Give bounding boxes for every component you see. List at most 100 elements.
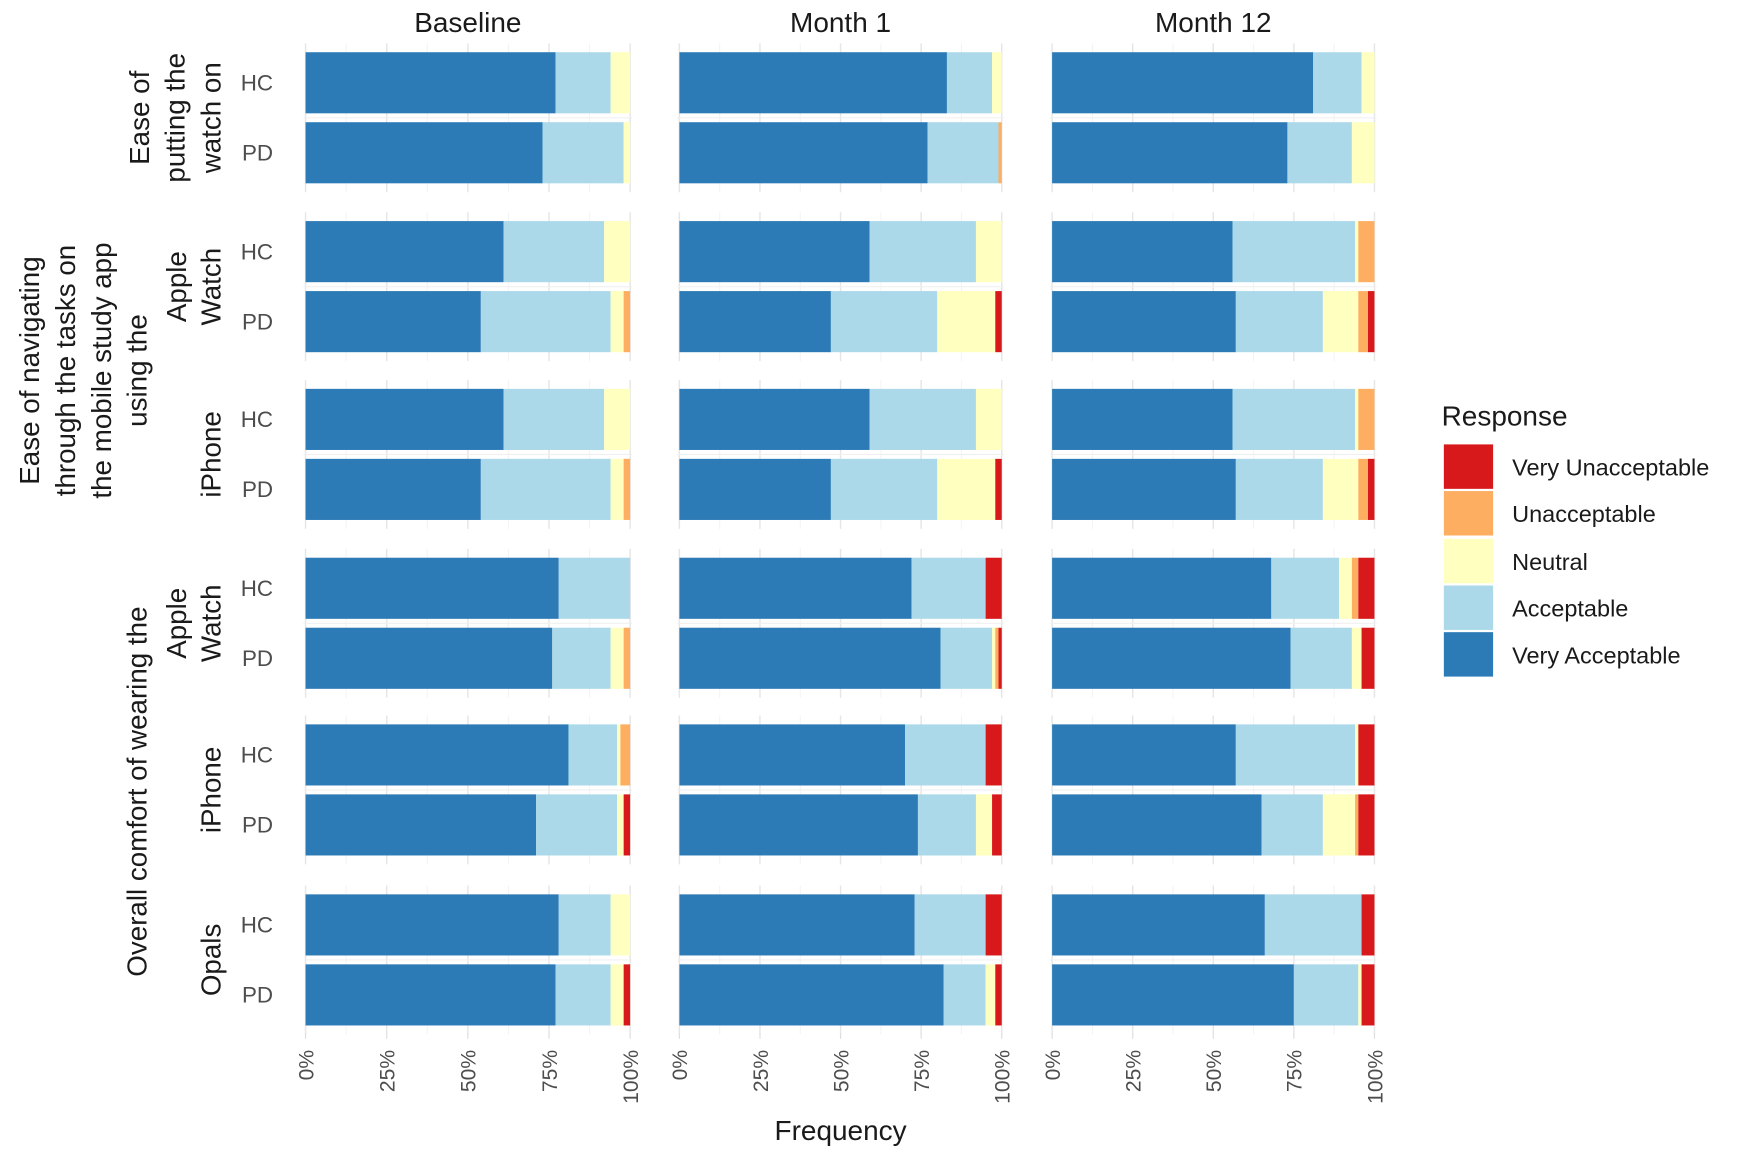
- group-strip-label: through the tasks on: [50, 245, 81, 497]
- group-strip-label: Overall comfort of wearing the: [122, 606, 153, 976]
- bar-segment-very-acceptable: [679, 627, 941, 689]
- legend-label: Very Unacceptable: [1512, 455, 1709, 481]
- bar-segment-very-unacceptable: [623, 964, 631, 1026]
- group-strip-label: the mobile study app: [86, 242, 117, 498]
- bar-segment-acceptable: [1235, 458, 1323, 520]
- x-tick-label: 50%: [830, 1050, 853, 1092]
- group-strip-label: using the: [122, 314, 153, 427]
- bar-segment-very-acceptable: [305, 52, 556, 114]
- bar-segment-neutral: [604, 221, 631, 283]
- device-strip-label: Apple: [161, 251, 192, 322]
- bar-segment-acceptable: [830, 458, 938, 520]
- subject-label: PD: [242, 646, 273, 671]
- bar-segment-acceptable: [503, 221, 605, 283]
- bar-segment-very-acceptable: [1052, 894, 1265, 956]
- bar-segment-very-acceptable: [1052, 794, 1262, 856]
- bar-segment-very-unacceptable: [992, 794, 1002, 856]
- x-tick-label: 100%: [1364, 1050, 1387, 1104]
- bar-segment-neutral: [992, 52, 1002, 114]
- bar-segment-acceptable: [911, 557, 986, 619]
- bar-segment-neutral: [1338, 557, 1352, 619]
- legend-label: Very Acceptable: [1512, 642, 1680, 668]
- bar-segment-acceptable: [480, 458, 611, 520]
- subject-label: PD: [242, 141, 273, 166]
- bar-segment-very-unacceptable: [998, 627, 1002, 689]
- subject-label: PD: [242, 477, 273, 502]
- legend-title: Response: [1442, 401, 1568, 432]
- x-tick-label: 50%: [458, 1050, 481, 1092]
- bar-segment-very-acceptable: [679, 458, 831, 520]
- bar-segment-acceptable: [536, 794, 618, 856]
- bar-segment-acceptable: [1232, 388, 1356, 450]
- x-axis-title: Frequency: [775, 1115, 907, 1146]
- bar-segment-acceptable: [558, 894, 611, 956]
- bar-segment-very-acceptable: [305, 122, 543, 184]
- subject-label: HC: [241, 913, 273, 938]
- bar-segment-acceptable: [1293, 964, 1359, 1026]
- bar-segment-very-acceptable: [1052, 724, 1236, 786]
- bar-segment-unacceptable: [623, 458, 631, 520]
- bar-segment-acceptable: [914, 894, 986, 956]
- bar-segment-very-unacceptable: [1368, 291, 1375, 353]
- bar-segment-unacceptable: [1358, 458, 1369, 520]
- bar-segment-unacceptable: [1358, 388, 1375, 450]
- bar-segment-very-acceptable: [305, 291, 481, 353]
- x-tick-label: 75%: [1284, 1050, 1307, 1092]
- legend-label: Acceptable: [1512, 596, 1628, 622]
- legend-label: Neutral: [1512, 549, 1588, 575]
- bar-segment-acceptable: [905, 724, 986, 786]
- bar-segment-acceptable: [555, 964, 611, 1026]
- bar-segment-very-unacceptable: [995, 458, 1002, 520]
- bar-segment-acceptable: [552, 627, 611, 689]
- label-layer: Baseline Month 1 Month 12 HC PD Ease of puttin…: [14, 7, 1387, 1104]
- bar-segment-neutral: [610, 458, 624, 520]
- x-tick-label: 25%: [1122, 1050, 1145, 1092]
- bar-segment-very-acceptable: [1052, 627, 1291, 689]
- bar-segment-neutral: [610, 291, 624, 353]
- subject-label: HC: [241, 576, 273, 601]
- group-strip-label: watch on: [195, 62, 226, 174]
- legend-key-acceptable: [1443, 585, 1494, 630]
- bar-segment-acceptable: [1261, 794, 1323, 856]
- bar-segment-very-unacceptable: [1358, 557, 1375, 619]
- x-tick-label: 25%: [750, 1050, 773, 1092]
- device-strip-label: Opals: [195, 924, 226, 997]
- bar-segment-very-acceptable: [1052, 458, 1236, 520]
- bar-segment-neutral: [610, 52, 631, 114]
- bar-segment-acceptable: [555, 52, 611, 114]
- bar-segment-neutral: [1355, 221, 1359, 283]
- legend-key-very-acceptable: [1443, 632, 1494, 677]
- bar-segment-acceptable: [503, 388, 605, 450]
- x-tick-label: 0%: [1042, 1050, 1065, 1081]
- bar-segment-very-unacceptable: [985, 894, 1002, 956]
- bar-segment-neutral: [1322, 291, 1359, 353]
- bar-segment-unacceptable: [623, 291, 631, 353]
- bar-segment-neutral: [604, 388, 631, 450]
- bar-segment-very-unacceptable: [985, 724, 1002, 786]
- legend-key-neutral: [1443, 538, 1494, 584]
- bar-segment-neutral: [975, 221, 1002, 283]
- x-tick-label: 75%: [539, 1050, 562, 1092]
- bar-segment-acceptable: [927, 122, 999, 184]
- bar-segment-neutral: [975, 388, 1002, 450]
- bar-segment-very-unacceptable: [1361, 627, 1375, 689]
- bar-segment-very-acceptable: [305, 458, 481, 520]
- x-tick-label: 50%: [1203, 1050, 1226, 1092]
- bar-segment-acceptable: [1264, 894, 1362, 956]
- bar-segment-acceptable: [869, 388, 976, 450]
- bar-segment-neutral: [1351, 627, 1362, 689]
- bar-segment-neutral: [1358, 964, 1362, 1026]
- bar-segment-acceptable: [1313, 52, 1362, 114]
- bar-segment-very-acceptable: [305, 964, 556, 1026]
- bar-segment-unacceptable: [1351, 557, 1359, 619]
- bar-segment-very-unacceptable: [995, 291, 1002, 353]
- bar-segment-very-acceptable: [305, 557, 559, 619]
- x-tick-label: 100%: [992, 1050, 1015, 1104]
- bar-segment-neutral: [975, 794, 993, 856]
- legend: Response Very Unacceptable Unacceptable Ne…: [1442, 401, 1709, 677]
- bar-segment-unacceptable: [1355, 794, 1359, 856]
- bar-segment-acceptable: [1271, 557, 1339, 619]
- bar-segment-very-acceptable: [1052, 221, 1233, 283]
- bar-segment-neutral: [985, 964, 996, 1026]
- subject-label: HC: [241, 743, 273, 768]
